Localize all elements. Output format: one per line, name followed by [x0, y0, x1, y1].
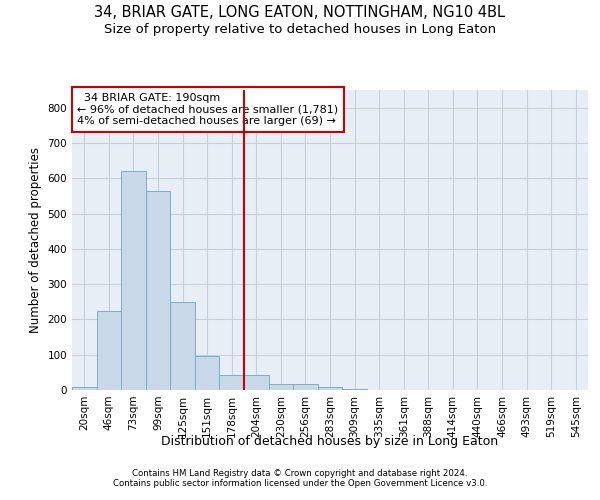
Bar	[293, 384, 318, 390]
Bar	[269, 384, 293, 390]
Bar	[318, 387, 342, 390]
Bar	[146, 190, 170, 390]
Text: Size of property relative to detached houses in Long Eaton: Size of property relative to detached ho…	[104, 22, 496, 36]
Bar	[97, 310, 121, 390]
Text: Contains public sector information licensed under the Open Government Licence v3: Contains public sector information licen…	[113, 478, 487, 488]
Text: 34 BRIAR GATE: 190sqm  
← 96% of detached houses are smaller (1,781)
4% of semi-: 34 BRIAR GATE: 190sqm ← 96% of detached …	[77, 93, 338, 126]
Bar	[170, 302, 195, 390]
Y-axis label: Number of detached properties: Number of detached properties	[29, 147, 42, 333]
Bar	[244, 375, 269, 390]
Bar	[72, 387, 97, 390]
Bar	[195, 356, 220, 390]
Bar	[220, 375, 244, 390]
Text: 34, BRIAR GATE, LONG EATON, NOTTINGHAM, NG10 4BL: 34, BRIAR GATE, LONG EATON, NOTTINGHAM, …	[95, 5, 505, 20]
Bar	[121, 171, 146, 390]
Text: Distribution of detached houses by size in Long Eaton: Distribution of detached houses by size …	[161, 435, 499, 448]
Text: Contains HM Land Registry data © Crown copyright and database right 2024.: Contains HM Land Registry data © Crown c…	[132, 468, 468, 477]
